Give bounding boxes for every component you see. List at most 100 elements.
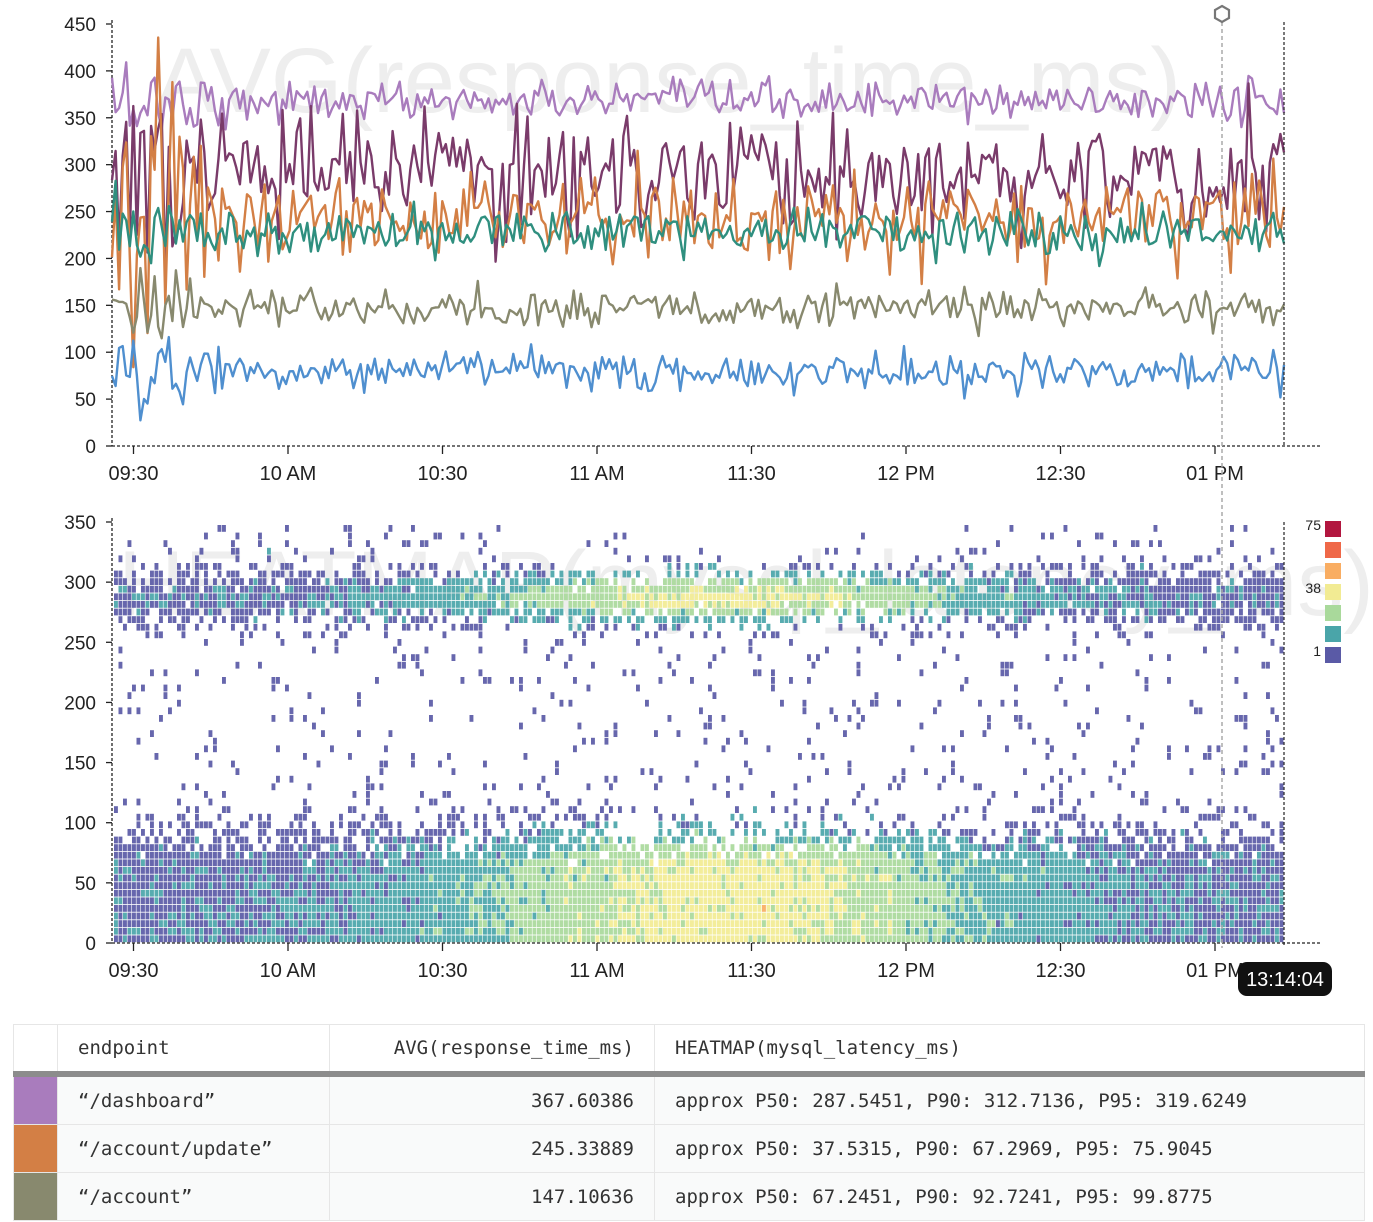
heatmap-cell bbox=[645, 578, 649, 585]
heatmap-cell bbox=[573, 905, 577, 912]
heatmap-cell bbox=[928, 563, 933, 570]
heatmap-cell bbox=[492, 783, 496, 791]
series-line-1[interactable] bbox=[110, 82, 1286, 273]
heatmap-cell bbox=[240, 859, 244, 867]
heatmap-cell bbox=[127, 692, 132, 699]
heatmap-cell bbox=[240, 905, 244, 912]
heatmap-cell bbox=[964, 608, 969, 616]
heatmap-cell bbox=[312, 829, 316, 836]
heatmap-cell bbox=[843, 851, 847, 859]
series-line-3[interactable] bbox=[110, 179, 1286, 268]
heatmap-cell bbox=[231, 927, 235, 935]
heatmap-cell bbox=[640, 920, 645, 927]
heatmap-cell bbox=[321, 585, 325, 593]
heatmap-cell bbox=[613, 722, 618, 730]
heatmap-cell bbox=[415, 897, 420, 905]
heatmap-cell bbox=[942, 601, 946, 608]
heatmap-cell bbox=[793, 927, 798, 935]
heatmap-cell bbox=[703, 608, 708, 616]
heatmap-cell bbox=[856, 791, 861, 798]
heatmap-cell bbox=[991, 882, 996, 889]
heatmap-cell bbox=[667, 608, 672, 616]
heatmap-cell bbox=[892, 775, 897, 783]
heatmap-cell bbox=[721, 646, 726, 654]
heatmap-cell bbox=[501, 905, 505, 912]
heatmap-cell bbox=[1090, 601, 1095, 608]
heatmap-cell bbox=[393, 897, 397, 905]
heatmap-cell bbox=[676, 859, 681, 867]
heatmap-cell bbox=[955, 897, 960, 905]
heatmap-cell bbox=[730, 882, 735, 889]
heatmap-cell bbox=[294, 912, 298, 920]
heatmap-cell bbox=[519, 829, 523, 836]
heatmap-cell bbox=[118, 874, 123, 882]
heatmap-cell bbox=[384, 760, 388, 768]
heatmap-cell bbox=[411, 525, 415, 532]
heatmap-cell bbox=[631, 912, 636, 920]
heatmap-cell bbox=[1059, 859, 1063, 867]
heatmap-cell bbox=[145, 897, 150, 905]
heatmap-cell bbox=[1099, 844, 1104, 851]
heatmap-cell bbox=[852, 859, 856, 867]
heatmap-cell bbox=[204, 563, 208, 570]
series-line-4[interactable] bbox=[111, 266, 1286, 340]
heatmap-cell bbox=[244, 882, 249, 889]
heatmap-cell bbox=[1050, 859, 1054, 867]
series-line-5[interactable] bbox=[110, 335, 1286, 422]
heatmap-cell bbox=[1054, 821, 1059, 829]
heatmap-cell bbox=[559, 608, 564, 616]
heatmap-cell bbox=[505, 859, 510, 867]
heatmap-cell bbox=[771, 912, 775, 920]
heatmap-cell bbox=[600, 806, 604, 813]
heatmap-cell bbox=[505, 623, 510, 631]
heatmap-cell bbox=[127, 897, 132, 905]
series-line-2[interactable] bbox=[110, 36, 1286, 369]
heatmap-cell bbox=[289, 585, 294, 593]
heatmap-cell bbox=[267, 874, 271, 882]
heatmap-cell bbox=[1009, 821, 1014, 829]
heatmap-cell bbox=[303, 753, 307, 760]
heatmap-cell bbox=[361, 897, 366, 905]
heatmap-cell bbox=[811, 585, 816, 593]
heatmap-cell bbox=[829, 851, 834, 859]
heatmap-cell bbox=[649, 927, 654, 935]
heatmap-cell bbox=[289, 775, 294, 783]
heatmap-cell bbox=[600, 608, 604, 616]
heatmap-cell bbox=[901, 920, 906, 927]
heatmap-cell bbox=[586, 540, 591, 547]
heatmap-cell bbox=[879, 570, 883, 578]
heatmap-cell bbox=[424, 844, 429, 851]
heatmap-cell bbox=[645, 905, 649, 912]
heatmap-cell bbox=[663, 578, 667, 585]
heatmap-cell bbox=[766, 601, 771, 608]
heatmap-cell bbox=[276, 882, 280, 889]
heatmap-cell bbox=[1099, 874, 1104, 882]
heatmap-cell bbox=[384, 935, 388, 943]
heatmap-cell bbox=[393, 920, 397, 927]
series-line-0[interactable] bbox=[110, 61, 1286, 131]
heatmap-cell bbox=[771, 867, 775, 874]
heatmap-cell bbox=[195, 608, 199, 616]
heatmap-cell bbox=[168, 578, 172, 585]
heatmap-cell bbox=[663, 882, 667, 889]
heatmap-cell bbox=[181, 616, 186, 623]
heatmap-cell bbox=[415, 874, 420, 882]
heatmap-cell bbox=[721, 912, 726, 920]
heatmap-cell bbox=[379, 608, 384, 616]
heatmap-cell bbox=[825, 867, 829, 874]
heatmap-cell bbox=[150, 927, 154, 935]
heatmap-cell bbox=[681, 897, 685, 905]
heatmap-cell bbox=[973, 935, 978, 943]
heatmap-cell bbox=[802, 601, 807, 608]
heatmap-cell bbox=[532, 927, 537, 935]
heatmap-cell bbox=[906, 593, 910, 601]
heatmap-cell bbox=[352, 935, 357, 943]
heatmap-cell bbox=[1027, 608, 1032, 616]
heatmap-cell bbox=[141, 623, 145, 631]
heatmap-cell bbox=[771, 570, 775, 578]
heatmap-cell bbox=[492, 889, 496, 897]
heatmap-cell bbox=[600, 867, 604, 874]
heatmap-cell bbox=[199, 927, 204, 935]
heatmap-cell bbox=[334, 889, 339, 897]
heatmap-cell bbox=[721, 905, 726, 912]
